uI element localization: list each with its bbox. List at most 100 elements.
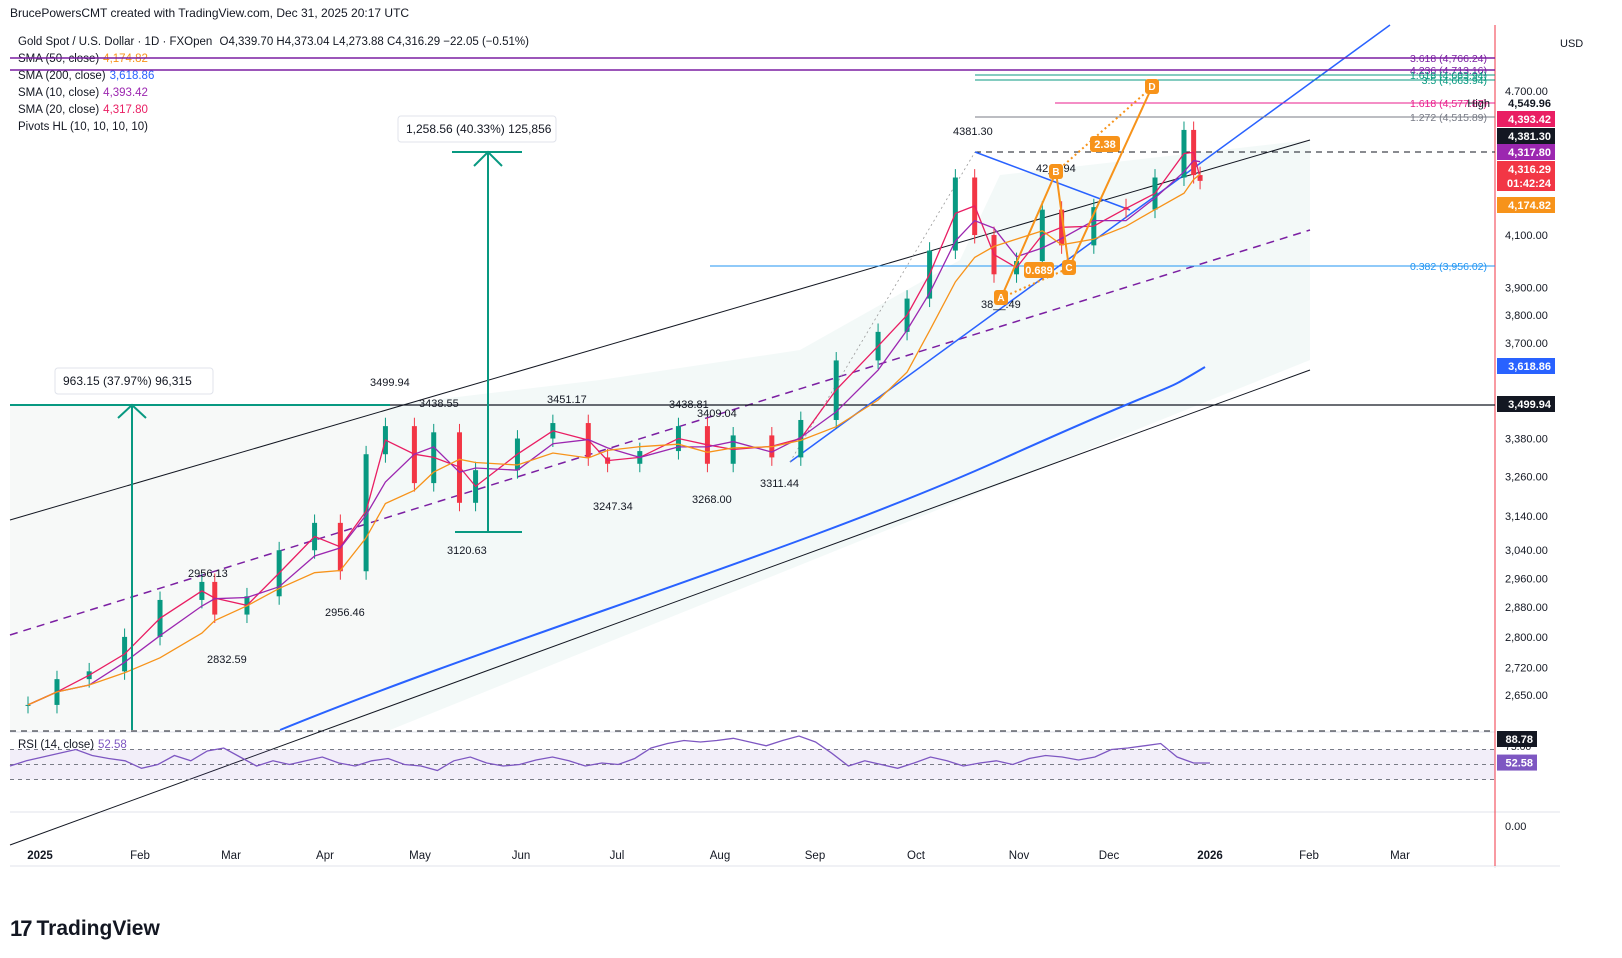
fib-label-2: 1.618 (4,683.94) [1410,70,1487,82]
indicator-legend: Gold Spot / U.S. Dollar · 1D · FXOpen O4… [18,34,529,136]
price-tag-bg [1497,144,1555,160]
candle-body [25,704,31,706]
legend-sma200[interactable]: SMA (200, close) 3,618.86 [18,70,155,82]
abcd-point-label: B [1052,167,1059,178]
rsi-line [9,735,1210,772]
pivot-label: 3268.00 [692,494,732,506]
price-tag-bg [1497,95,1555,111]
price-tag: 4,316.29 [1508,164,1551,176]
fib-label-4: 1.618 (4,577.87) [1410,98,1487,110]
legend-sma20[interactable]: SMA (20, close) 4,317.80 [18,104,148,116]
rsi-tick-0: 0.00 [1505,821,1526,833]
ratio-box-0 [1090,136,1120,152]
range-shade-left [10,405,390,730]
fib-label-5: 1.272 (4,515.89) [1410,112,1487,124]
price-tag-bg [1497,358,1555,374]
price-tag-bg [1497,161,1555,177]
measure-box-1 [397,115,557,143]
time-tick: Oct [907,850,926,862]
rsi-value-tag: 52.58 [1505,758,1533,770]
price-tag-bg [1497,111,1555,127]
rsi-upper-tag-bg [1497,731,1537,747]
rsi-value-tag-bg [1497,754,1537,771]
price-tick: 3,900.00 [1505,283,1548,295]
price-chart[interactable]: 3.618 (4,766.24)4.236 (4,713.16)1.618 (4… [0,0,1622,910]
time-tick: Jun [512,850,531,862]
pivot-label: 3499.94 [370,377,410,389]
fib-label-6: 0.382 (3,956.02) [1410,261,1487,273]
legend-pivots[interactable]: Pivots HL (10, 10, 10, 10) [18,121,148,133]
price-tag: 4,393.42 [1508,114,1551,126]
ratio-label-0: 2.38 [1094,139,1115,151]
tradingview-logo-icon: 17 [10,916,33,941]
abcd-point-label: A [997,293,1004,304]
currency-label[interactable]: USD [1560,38,1584,50]
fib-label-1: 4.236 (4,713.16) [1410,65,1487,77]
price-tick: 2,720.00 [1505,662,1548,674]
tradingview-branding[interactable]: 17 TradingView [10,916,160,942]
rsi-tick-75: 75.00 [1505,741,1531,753]
pivot-label: 2832.59 [207,654,247,666]
ratio-box-1 [1024,262,1054,278]
fib-label-3: 3.5 (4,663.94) [1422,75,1487,87]
time-tick: Feb [1299,850,1319,862]
price-tick: 3,700.00 [1505,338,1548,350]
price-tag-bg [1497,396,1555,412]
time-tick: Dec [1099,850,1120,862]
price-tag-bg [1497,128,1555,144]
price-tag-bg [1497,175,1555,191]
price-tag: 01:42:24 [1507,178,1552,190]
price-tag-caption: High [1467,98,1490,110]
abcd-point-label: C [1065,263,1072,274]
time-tick: Apr [316,850,334,862]
price-tick: 3,140.00 [1505,511,1548,523]
price-tag: 4,174.82 [1508,200,1551,212]
time-tick: Feb [130,850,150,862]
fib-label-0: 3.618 (4,766.24) [1410,53,1487,65]
time-tick: Mar [1390,850,1410,862]
price-tag: 3,618.86 [1508,361,1551,373]
time-tick: Sep [805,850,825,862]
chart-author-line: BrucePowersCMT created with TradingView.… [10,6,410,20]
symbol-title: Gold Spot / U.S. Dollar · 1D · FXOpen [18,36,213,48]
ratio-label-1: 0.689 [1025,265,1053,277]
range-shade-right [390,140,1310,730]
brand-name: TradingView [36,917,160,940]
channel-midline [9,229,1311,636]
price-tag-bg [1497,197,1555,213]
time-tick: Mar [221,850,241,862]
sma50-line [27,173,1201,706]
symbol-line: Gold Spot / U.S. Dollar · 1D · FXOpen O4… [18,34,529,51]
pivot-label: 3451.17 [547,394,587,406]
ohlc-values: O4,339.70 H4,373.04 L4,273.88 C4,316.29 … [219,36,529,48]
price-tick: 4,100.00 [1505,230,1548,242]
legend-sma50[interactable]: SMA (50, close) 4,174.82 [18,53,148,65]
legend-sma10[interactable]: SMA (10, close) 4,393.42 [18,87,148,99]
abcd-point-label: D [1148,82,1155,93]
sma10-line [27,159,1201,706]
price-tick: 3,260.00 [1505,472,1548,484]
price-tick: 3,380.00 [1505,434,1548,446]
abcd-point-box [1049,164,1063,179]
pivot-label: 2956.46 [325,607,365,619]
pivot-label: 3247.34 [593,501,633,513]
time-tick: 2026 [1197,850,1223,862]
pivot-label: 3120.63 [447,545,487,557]
abcd-point-box [1145,79,1159,94]
abcd-point-box [994,290,1008,305]
measure-text-0: 963.15 (37.97%) 96,315 [63,374,192,388]
rsi-title: RSI (14, close) [18,739,94,751]
price-tick: 3,800.00 [1505,310,1548,322]
rsi-band [10,749,1495,780]
abcd-bd-dotted [1055,86,1153,173]
time-tick: Nov [1009,850,1030,862]
pivot-label: 3311.44 [760,478,799,490]
price-tick: 3,040.00 [1505,545,1548,557]
time-tick: Jul [610,850,625,862]
abcd-ac-dotted [1000,267,1070,299]
rsi-value: 52.58 [98,739,127,751]
candle-body [363,454,369,572]
rsi-upper-tag: 88.78 [1505,734,1533,746]
pivot-label: 2956.13 [188,568,228,580]
time-tick: Aug [710,850,730,862]
